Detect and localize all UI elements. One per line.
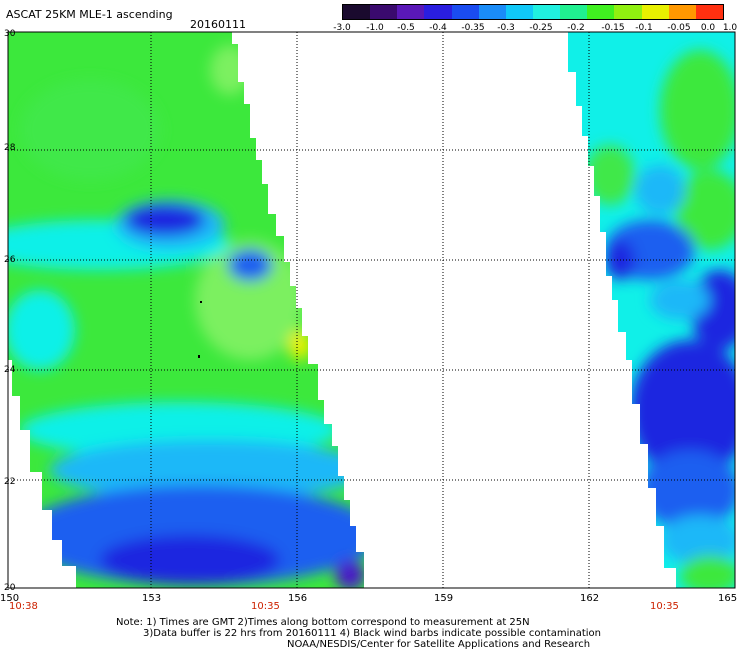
colorbar-swatch	[532, 5, 561, 19]
time-label-middle: 10:35	[251, 601, 280, 612]
lon-label: 159	[434, 593, 453, 604]
left-swath	[8, 32, 364, 588]
lon-label: 150	[0, 593, 19, 604]
colorbar-swatch	[695, 5, 723, 19]
colorbar-label: -0.35	[461, 23, 485, 33]
colorbar-labels: -3.0 -1.0 -0.5 -0.4 -0.35 -0.3 -0.25 -0.…	[330, 23, 740, 35]
colorbar-swatch	[587, 5, 615, 19]
lat-label: 22	[4, 477, 15, 487]
map-date: 20160111	[190, 18, 246, 31]
wind-barb-mark	[198, 355, 200, 358]
note-line-1: Note: 1) Times are GMT 2)Times along bot…	[116, 617, 530, 628]
lon-label: 156	[288, 593, 307, 604]
colorbar-label: -0.05	[667, 23, 691, 33]
colorbar	[342, 4, 724, 20]
note-line-2: 3)Data buffer is 22 hrs from 20160111 4)…	[143, 628, 601, 639]
colorbar-swatch	[424, 5, 452, 19]
colorbar-swatch	[451, 5, 479, 19]
colorbar-label: -1.0	[366, 23, 384, 33]
time-label-left: 10:38	[9, 601, 38, 612]
colorbar-swatch	[478, 5, 506, 19]
colorbar-label: -0.3	[497, 23, 515, 33]
colorbar-swatch	[668, 5, 696, 19]
grid	[8, 32, 735, 588]
colorbar-swatch	[505, 5, 533, 19]
right-swath	[568, 32, 735, 588]
lat-label: 28	[4, 143, 16, 153]
colorbar-swatch	[370, 5, 398, 19]
colorbar-swatch	[614, 5, 642, 19]
colorbar-label: -0.1	[635, 23, 653, 33]
map-title: ASCAT 25KM MLE-1 ascending	[6, 8, 173, 21]
lat-label: 30	[4, 29, 16, 39]
time-label-right: 10:35	[650, 601, 679, 612]
colorbar-swatch	[641, 5, 669, 19]
colorbar-label: 1.0	[722, 23, 738, 33]
lon-label: 162	[580, 593, 599, 604]
lat-label: 24	[4, 365, 16, 375]
map-frame	[7, 31, 736, 589]
colorbar-label: -0.15	[601, 23, 625, 33]
colorbar-label: -0.25	[529, 23, 553, 33]
colorbar-swatch	[397, 5, 425, 19]
colorbar-label: -3.0	[333, 23, 351, 33]
lat-label: 20	[4, 583, 16, 593]
lon-label: 153	[142, 593, 161, 604]
colorbar-label: 0.0	[700, 23, 716, 33]
colorbar-label: -0.5	[397, 23, 415, 33]
lon-label: 165	[718, 593, 737, 604]
wind-barb-mark	[200, 301, 202, 303]
colorbar-swatch	[560, 5, 588, 19]
colorbar-swatch	[343, 5, 371, 19]
lat-label: 26	[4, 255, 16, 265]
colorbar-label: -0.2	[567, 23, 585, 33]
note-line-3: NOAA/NESDIS/Center for Satellite Applica…	[287, 639, 590, 650]
colorbar-label: -0.4	[429, 23, 447, 33]
